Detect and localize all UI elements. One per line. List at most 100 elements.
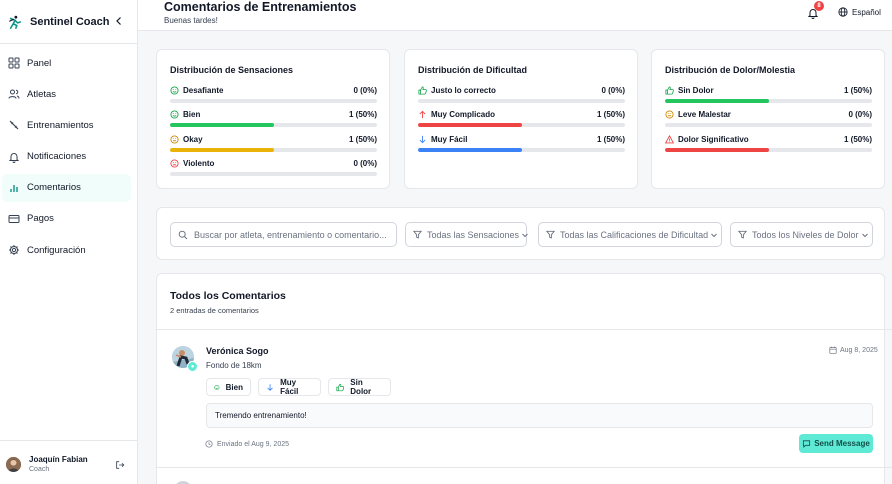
smile-icon (170, 110, 179, 119)
sent-date: Enviado el Aug 9, 2025 (205, 440, 289, 448)
send-message-button[interactable]: Send Message (799, 434, 873, 453)
avatar (6, 457, 21, 472)
language-selector[interactable]: Español (838, 7, 881, 17)
dist-value: 0 (0%) (353, 159, 377, 168)
sidebar-item-pagos[interactable]: Pagos (2, 205, 131, 233)
dist-label: Justo lo correcto (431, 86, 496, 95)
next-comment-avatar (174, 481, 192, 484)
sidebar-item-entrenamientos[interactable]: Entrenamientos (2, 111, 131, 139)
arrow-up-icon (419, 110, 426, 119)
dist-label: Okay (183, 135, 203, 144)
dist-label: Dolor Significativo (678, 135, 749, 144)
progress-fill (170, 123, 274, 127)
dist-label: Muy Complicado (431, 110, 496, 119)
dist-label: Sin Dolor (678, 86, 714, 95)
sidebar-item-panel[interactable]: Panel (2, 49, 131, 77)
dist-value: 1 (50%) (843, 86, 872, 95)
comments-card: Todos los Comentarios 2 entradas de come… (156, 273, 892, 484)
sidebar-item-atletas[interactable]: Atletas (2, 80, 131, 108)
progress-fill (665, 148, 769, 152)
smile-icon (214, 384, 220, 390)
tag-difficulty: Muy Fácil (258, 378, 321, 396)
greeting: Buenas tardes! (164, 16, 218, 25)
date-text: Aug 8, 2025 (840, 346, 878, 354)
brand-name: Sentinel Coach (30, 15, 110, 28)
tag-pain: Sin Dolor (328, 378, 391, 396)
gear-icon (9, 245, 19, 256)
user-role: Coach (29, 466, 50, 473)
sidebar-nav: Panel Atletas Entrenamientos Notificacio… (0, 49, 137, 267)
arrow-down-icon (419, 135, 426, 144)
sidebar-item-label: Pagos (27, 213, 54, 225)
page-title: Comentarios de Entrenamientos (164, 0, 357, 14)
dist-value: 1 (50%) (348, 135, 377, 144)
bar-chart-icon (10, 184, 18, 192)
search-input[interactable]: Buscar por atleta, entrenamiento o comen… (170, 222, 397, 247)
dist-value: 1 (50%) (596, 135, 625, 144)
globe-icon (838, 7, 848, 17)
card-title: Distribución de Dificultad (418, 65, 528, 75)
dist-label: Desafiante (183, 86, 224, 95)
thumbs-up-icon (665, 86, 674, 95)
progress-bar (665, 99, 872, 103)
comments-title: Todos los Comentarios (170, 290, 286, 302)
tag-label: Muy Fácil (280, 378, 299, 396)
select-value: Todas las Sensaciones (427, 229, 520, 240)
logout-icon[interactable] (115, 460, 125, 470)
clock-icon (205, 440, 213, 448)
bell-icon (8, 152, 20, 163)
progress-bar (665, 123, 872, 127)
message-icon (803, 440, 811, 448)
chevron-left-icon[interactable] (113, 15, 125, 27)
neutral-face-icon (665, 110, 674, 119)
thumbs-up-icon (336, 383, 345, 391)
dist-label: Muy Fácil (431, 135, 468, 144)
filter-bar: Buscar por atleta, entrenamiento o comen… (156, 207, 885, 260)
users-icon (8, 89, 20, 99)
difficulty-distribution-card: Distribución de Dificultad Justo lo corr… (404, 49, 638, 189)
dist-label: Violento (183, 159, 215, 168)
dist-value: 0 (0%) (601, 86, 625, 95)
difficulty-filter-select[interactable]: Todas las Calificaciones de Dificultad (538, 222, 722, 247)
sidebar-item-notificaciones[interactable]: Notificaciones (2, 143, 131, 171)
credit-card-icon (8, 214, 20, 223)
chevron-down-icon (522, 233, 528, 237)
language-label: Español (852, 7, 881, 17)
sidebar: Sentinel Coach Panel Atletas Entrenamien… (0, 0, 138, 484)
sidebar-item-configuracion[interactable]: Configuración (2, 236, 131, 264)
sensations-filter-select[interactable]: Todas las Sensaciones (405, 222, 528, 247)
notification-bell-icon[interactable] (807, 7, 819, 19)
progress-bar (170, 148, 377, 152)
calendar-icon (829, 346, 837, 354)
progress-fill (170, 148, 274, 152)
sidebar-item-label: Entrenamientos (27, 119, 94, 131)
tag-label: Sin Dolor (350, 378, 372, 396)
comment-text: Tremendo entrenamiento! (206, 403, 873, 428)
progress-bar (418, 123, 625, 127)
sidebar-item-label: Panel (27, 57, 52, 69)
sidebar-item-label: Atletas (27, 88, 57, 100)
neutral-face-icon (170, 135, 179, 144)
brand[interactable]: Sentinel Coach (0, 0, 137, 44)
sidebar-item-comentarios[interactable]: Comentarios (2, 173, 131, 202)
runner-logo-icon (9, 15, 22, 29)
divider (157, 329, 892, 330)
comments-count: 2 entradas de comentarios (170, 306, 259, 315)
sidebar-item-label: Comentarios (27, 182, 81, 194)
pain-filter-select[interactable]: Todos los Niveles de Dolor (730, 222, 873, 247)
divider (157, 467, 892, 468)
comment-date: Aug 8, 2025 (829, 346, 878, 354)
chevron-down-icon (861, 233, 868, 237)
thumbs-up-icon (418, 86, 427, 95)
arrow-down-icon (267, 383, 273, 391)
progress-fill (418, 123, 522, 127)
chevron-down-icon (711, 233, 717, 237)
tag-feeling: Bien (206, 378, 251, 396)
athlete-status-icon: ● (187, 361, 198, 372)
user-profile[interactable]: Joaquín Fabian Coach (0, 440, 137, 484)
athlete-name[interactable]: Verónica Sogo (206, 346, 269, 356)
progress-bar (418, 148, 625, 152)
filter-icon (413, 230, 422, 239)
progress-bar (170, 172, 377, 176)
dist-value: 0 (0%) (353, 86, 377, 95)
